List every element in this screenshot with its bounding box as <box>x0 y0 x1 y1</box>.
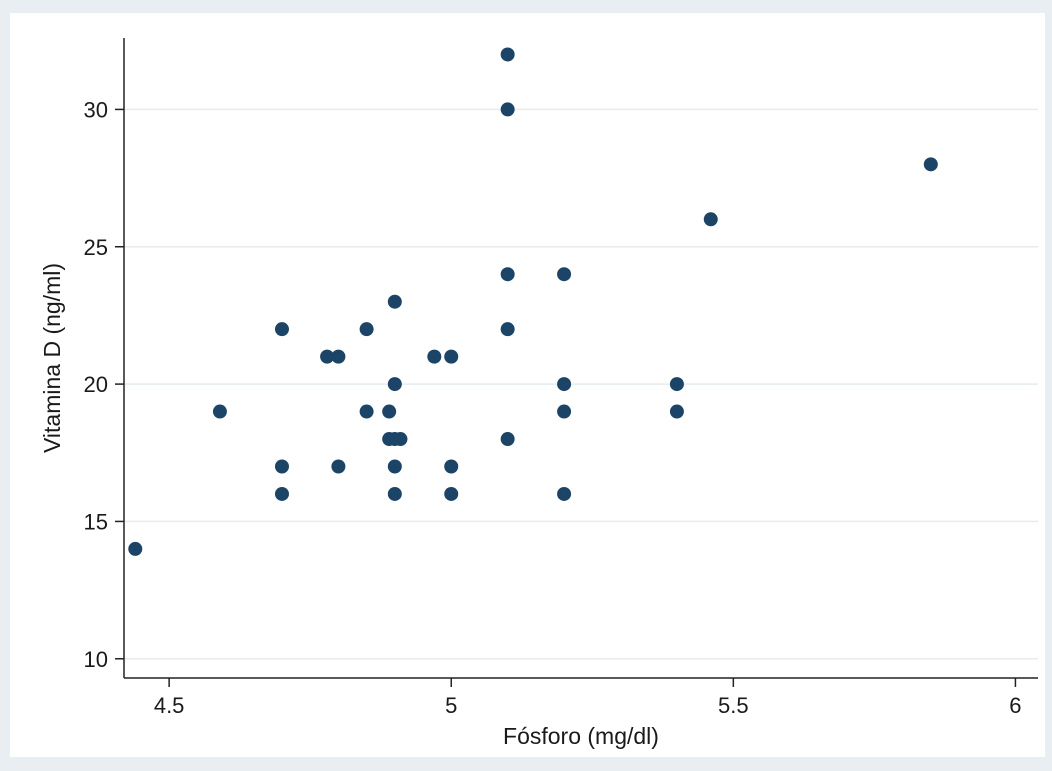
x-tick-label: 4.5 <box>154 693 185 718</box>
scatter-point <box>359 322 374 337</box>
scatter-point <box>387 294 402 309</box>
scatter-point <box>703 212 718 227</box>
axes <box>123 38 1038 679</box>
scatter-point <box>331 349 346 364</box>
scatter-point <box>387 486 402 501</box>
ticks: 10 15 20 25 30 4.5 5 5.5 6 <box>84 97 1022 718</box>
x-tick-label: 5.5 <box>718 693 749 718</box>
scatter-point <box>500 322 515 337</box>
scatter-point <box>500 47 515 62</box>
scatter-point <box>444 459 459 474</box>
scatter-point <box>557 486 572 501</box>
scatter-point <box>444 486 459 501</box>
scatter-point <box>387 377 402 392</box>
scatter-point <box>427 349 442 364</box>
data-points <box>128 47 938 556</box>
scatter-point <box>212 404 227 419</box>
y-tick-label: 15 <box>84 509 108 534</box>
scatter-point <box>557 377 572 392</box>
scatter-point <box>128 541 143 556</box>
scatter-point <box>320 349 335 364</box>
y-axis-title: Vitamina D (ng/ml) <box>39 263 65 453</box>
scatter-point <box>923 157 938 172</box>
scatter-point <box>359 404 374 419</box>
scatter-point <box>331 459 346 474</box>
scatter-point <box>274 486 289 501</box>
scatter-point <box>500 267 515 282</box>
scatter-point <box>274 322 289 337</box>
y-tick-label: 10 <box>84 647 108 672</box>
scatter-point <box>393 432 408 447</box>
scatter-point <box>669 377 684 392</box>
y-tick-label: 20 <box>84 372 108 397</box>
plot-area <box>10 13 1045 757</box>
scatter-point <box>387 459 402 474</box>
scatter-point <box>274 459 289 474</box>
scatter-point <box>382 404 397 419</box>
scatter-point <box>444 349 459 364</box>
scatter-point <box>557 267 572 282</box>
x-tick-label: 6 <box>1009 693 1021 718</box>
x-tick-label: 5 <box>445 693 457 718</box>
scatter-point <box>500 432 515 447</box>
scatter-point <box>500 102 515 117</box>
scatter-point <box>557 404 572 419</box>
y-tick-label: 30 <box>84 97 108 122</box>
y-tick-label: 25 <box>84 235 108 260</box>
scatter-point <box>669 404 684 419</box>
gridlines <box>124 108 1038 660</box>
x-axis-title: Fósforo (mg/dl) <box>503 723 659 749</box>
